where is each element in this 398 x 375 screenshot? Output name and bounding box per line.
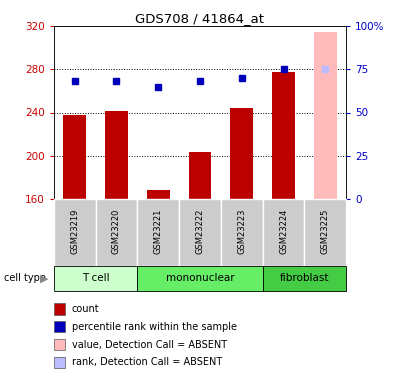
Text: mononuclear: mononuclear xyxy=(166,273,234,284)
Text: GSM23220: GSM23220 xyxy=(112,209,121,254)
Text: rank, Detection Call = ABSENT: rank, Detection Call = ABSENT xyxy=(72,357,222,368)
Bar xyxy=(54,357,65,368)
Text: fibroblast: fibroblast xyxy=(280,273,329,284)
Bar xyxy=(137,266,263,291)
Text: GSM23221: GSM23221 xyxy=(154,209,163,254)
Bar xyxy=(105,111,128,199)
Bar xyxy=(189,152,211,199)
Text: count: count xyxy=(72,304,100,314)
Bar xyxy=(137,199,179,266)
Bar xyxy=(314,32,337,199)
Text: GSM23223: GSM23223 xyxy=(237,209,246,254)
Text: GSM23225: GSM23225 xyxy=(321,209,330,254)
Text: cell type: cell type xyxy=(4,273,46,284)
Text: value, Detection Call = ABSENT: value, Detection Call = ABSENT xyxy=(72,339,227,350)
Bar xyxy=(54,266,137,291)
Bar xyxy=(221,199,263,266)
Text: GSM23219: GSM23219 xyxy=(70,209,79,254)
Bar xyxy=(54,199,96,266)
Title: GDS708 / 41864_at: GDS708 / 41864_at xyxy=(135,12,265,25)
Bar xyxy=(230,108,253,199)
Bar xyxy=(179,199,221,266)
Text: GSM23222: GSM23222 xyxy=(195,209,205,254)
Text: T cell: T cell xyxy=(82,273,109,284)
Bar xyxy=(304,199,346,266)
Text: GSM23224: GSM23224 xyxy=(279,209,288,254)
Bar xyxy=(263,199,304,266)
Bar xyxy=(263,266,346,291)
Bar xyxy=(147,190,170,199)
Bar xyxy=(96,199,137,266)
Text: percentile rank within the sample: percentile rank within the sample xyxy=(72,322,237,332)
Bar xyxy=(272,72,295,199)
Bar xyxy=(63,115,86,199)
Bar xyxy=(54,303,65,315)
Text: ▶: ▶ xyxy=(40,273,48,284)
Bar xyxy=(54,321,65,332)
Bar xyxy=(54,339,65,350)
